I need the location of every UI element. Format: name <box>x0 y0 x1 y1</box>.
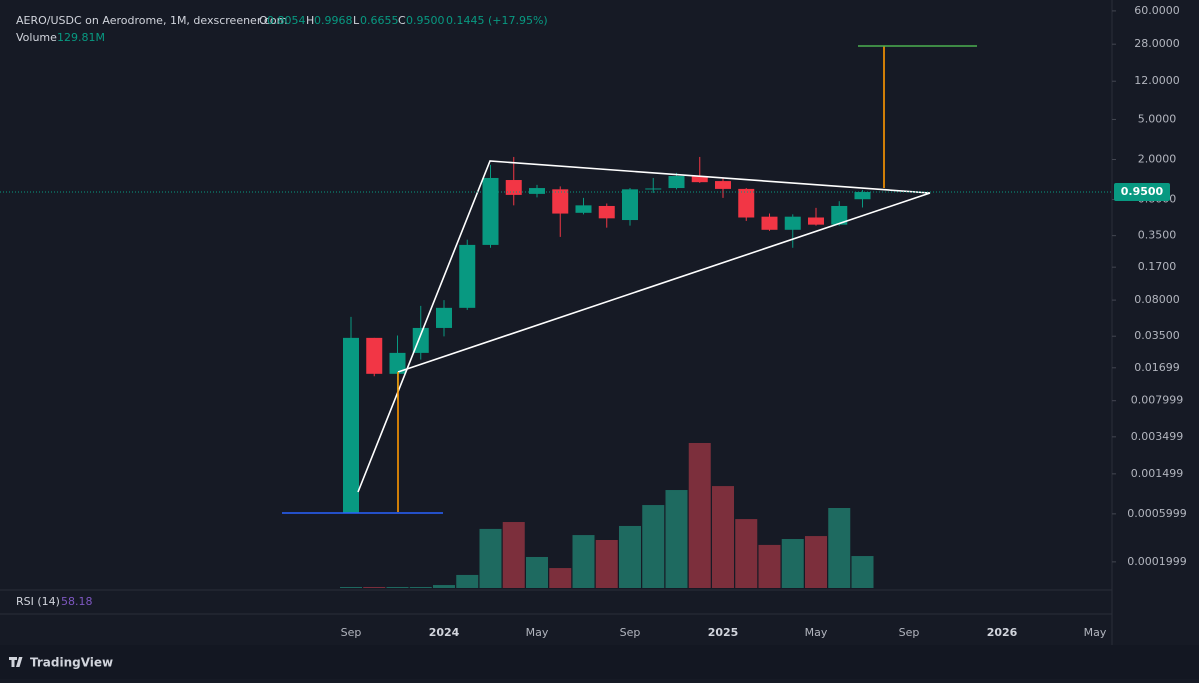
candle-body <box>691 176 708 183</box>
y-tick-label: 0.003499 <box>1131 430 1184 443</box>
ohlc-key: L <box>353 14 360 27</box>
ohlc-value: 0.8054 <box>267 14 306 27</box>
x-tick-label: 2026 <box>987 626 1018 639</box>
candle-body <box>552 189 569 214</box>
volume-bar <box>665 490 688 588</box>
volume-bar <box>526 556 548 588</box>
volume-bar <box>456 574 479 588</box>
volume-bar <box>828 507 851 588</box>
y-tick-label: 12.0000 <box>1134 74 1180 87</box>
trend-line <box>397 192 931 373</box>
candle-body <box>715 181 731 189</box>
ohlc-key: H <box>306 14 314 27</box>
volume-bar <box>340 587 362 588</box>
candle-body <box>738 188 755 218</box>
candle-body <box>459 244 476 308</box>
volume-bar <box>502 522 525 588</box>
trend-line <box>357 160 931 493</box>
marks <box>340 156 874 588</box>
volume-bar <box>851 556 874 588</box>
volume-bar <box>758 544 781 588</box>
volume-bar <box>781 539 804 588</box>
y-tick-label: 0.007999 <box>1131 394 1184 407</box>
y-tick-label: 0.3500 <box>1138 229 1177 242</box>
x-tick-label: 2025 <box>708 626 739 639</box>
y-tick-label: 28.0000 <box>1134 37 1180 50</box>
volume-value: 129.81M <box>57 31 105 44</box>
drawings <box>282 45 977 514</box>
volume-bar <box>386 587 409 588</box>
volume-bar <box>549 568 572 588</box>
rsi-key: RSI (14) <box>16 595 60 608</box>
rsi-value: 58.18 <box>61 595 93 608</box>
volume-bar <box>735 519 758 588</box>
x-tick-label: Sep <box>899 626 920 639</box>
candle-body <box>831 205 848 225</box>
ohlc-value: 0.9968 <box>314 14 353 27</box>
candle-body <box>366 337 383 374</box>
footer-bar <box>0 645 1199 679</box>
y-tick-label: 0.0005999 <box>1127 507 1187 520</box>
y-tick-label: 0.01699 <box>1134 361 1180 374</box>
ohlc-key: C <box>398 14 406 27</box>
x-tick-label: May <box>805 626 828 639</box>
x-tick-label: May <box>1084 626 1107 639</box>
x-tick-label: Sep <box>620 626 641 639</box>
y-tick-label: 2.0000 <box>1138 152 1177 165</box>
candle-body <box>529 188 545 194</box>
volume-bar <box>712 486 734 588</box>
candle-body <box>784 216 801 230</box>
candle-body <box>343 337 359 513</box>
y-tick-label: 0.001499 <box>1131 467 1184 480</box>
candle-body <box>505 180 522 195</box>
ohlc-value: 0.9500 <box>406 14 445 27</box>
volume-bar <box>409 587 432 588</box>
candle-body <box>808 217 824 225</box>
y-tick-label: 0.08000 <box>1134 293 1180 306</box>
y-tick-label: 0.03500 <box>1134 329 1180 342</box>
volume-bar <box>572 535 595 588</box>
y-tick-label: 0.1700 <box>1138 260 1177 273</box>
price-label-box <box>1114 183 1170 202</box>
x-tick-label: Sep <box>341 626 362 639</box>
volume-bar <box>619 525 641 588</box>
logo-mark <box>9 657 23 667</box>
logo: TradingView <box>9 656 113 670</box>
ohlc-key: O <box>259 14 268 27</box>
volume-bar <box>595 539 618 588</box>
x-tick-label: 2024 <box>429 626 460 639</box>
candle-body <box>761 216 778 230</box>
volume-bar <box>642 505 665 588</box>
x-tick-label: May <box>526 626 549 639</box>
volume-bar <box>805 536 827 588</box>
y-tick-label: 5.0000 <box>1138 112 1177 125</box>
candle-body <box>598 205 615 219</box>
brand: TradingView <box>30 656 113 670</box>
price-label: 0.9500 <box>1121 185 1164 198</box>
candle-body <box>575 205 592 213</box>
candle-body <box>436 307 452 328</box>
volume-key: Volume <box>16 31 57 44</box>
ohlc-value: 0.6655 <box>360 14 399 27</box>
change: 0.1445 (+17.95%) <box>446 14 548 27</box>
volume-bar <box>433 585 455 588</box>
symbol: AERO/USDC on Aerodrome, 1M, dexscreener.… <box>16 14 287 27</box>
candle-body <box>622 189 638 221</box>
y-tick-label: 0.0001999 <box>1127 555 1187 568</box>
candle-body <box>668 176 685 189</box>
volume-bar <box>479 528 502 588</box>
volume-bar <box>363 587 386 588</box>
candle-body <box>854 192 871 200</box>
candle-body <box>645 188 662 190</box>
candle-body <box>389 352 406 374</box>
candle-body <box>482 177 499 245</box>
volume-bar <box>688 443 711 588</box>
y-tick-label: 60.0000 <box>1134 4 1180 17</box>
